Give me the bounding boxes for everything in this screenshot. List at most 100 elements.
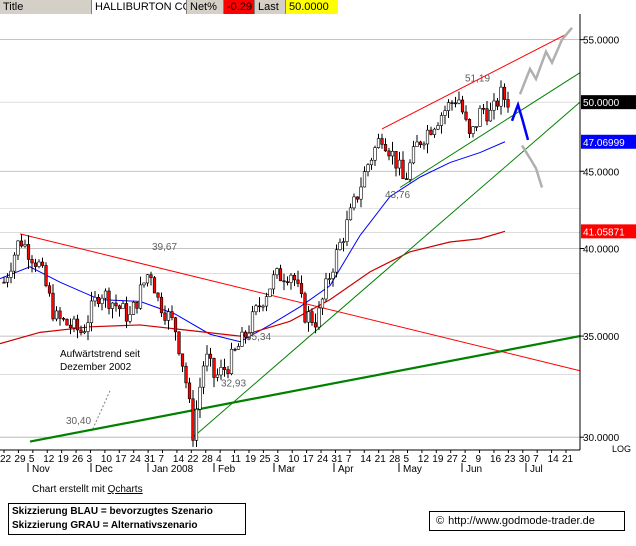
trend-note-pointer [92, 390, 111, 429]
month-label-4: Mar [278, 464, 296, 475]
candle-body-56 [198, 386, 202, 410]
candle-69 [243, 330, 248, 344]
candle-body-17 [61, 317, 66, 320]
candle-body-140 [492, 100, 496, 111]
x-tick-label-36: 30 [519, 454, 531, 465]
month-label-7: Jun [466, 464, 482, 475]
candle-11 [40, 257, 45, 268]
candle-139 [488, 102, 493, 122]
candle-body-26 [93, 296, 97, 302]
candle-body-57 [201, 365, 206, 388]
candle-body-14 [51, 292, 55, 320]
candle-body-136 [478, 108, 482, 127]
candle-14 [51, 284, 55, 322]
candle-body-43 [152, 277, 157, 294]
candle-body-139 [488, 109, 493, 122]
candle-body-71 [250, 311, 255, 333]
candle-114 [401, 151, 405, 179]
candle-128 [450, 100, 454, 111]
candle-51 [180, 353, 185, 373]
candle-body-121 [425, 129, 430, 145]
candle-140 [492, 93, 496, 120]
x-tick-label-14: 28 [202, 454, 214, 465]
candle-86 [303, 291, 307, 324]
candle-66 [233, 347, 237, 352]
candle-body-129 [453, 102, 458, 105]
x-tick-label-15: 4 [216, 454, 222, 465]
candle-body-32 [114, 302, 118, 307]
candle-113 [397, 151, 402, 176]
candle-body-97 [341, 241, 346, 243]
candle-body-116 [408, 162, 412, 180]
candle-body-39 [138, 284, 143, 309]
candle-84 [296, 270, 300, 288]
candle-118 [415, 135, 419, 147]
candle-59 [208, 347, 213, 367]
candle-body-119 [418, 141, 423, 145]
candle-body-50 [177, 331, 181, 355]
candle-body-132 [464, 111, 468, 120]
candle-46 [163, 305, 167, 325]
candle-0 [2, 276, 6, 284]
log-scale-label: LOG [612, 444, 631, 454]
candle-95 [334, 244, 339, 278]
candle-12 [44, 262, 48, 288]
candlesticks [2, 80, 510, 448]
candle-40 [142, 282, 146, 288]
candle-body-0 [2, 281, 6, 284]
candle-body-113 [397, 159, 402, 169]
candle-44 [156, 292, 160, 302]
candle-body-88 [310, 311, 314, 323]
ma-blue-line [0, 141, 506, 343]
candle-17 [61, 316, 66, 322]
candle-78 [275, 267, 279, 279]
candle-28 [100, 294, 104, 311]
candle-body-106 [373, 147, 377, 161]
candle-body-9 [33, 262, 38, 267]
candle-body-66 [233, 348, 237, 351]
candle-body-34 [121, 303, 125, 310]
candle-132 [464, 105, 468, 122]
x-tick-label-31: 27 [447, 454, 459, 465]
x-tick-label-2: 5 [29, 454, 35, 465]
candle-25 [89, 291, 94, 332]
candle-18 [65, 318, 69, 326]
month-label-8: Jul [530, 464, 543, 475]
candle-body-91 [320, 298, 325, 309]
credit-link[interactable]: Qcharts [107, 484, 143, 495]
source-url[interactable]: © http://www.godmode-trader.de [429, 511, 625, 531]
candle-41 [145, 274, 150, 287]
candle-body-89 [313, 322, 318, 328]
x-tick-label-1: 29 [14, 454, 26, 465]
candle-body-33 [117, 305, 122, 310]
candle-body-134 [471, 126, 475, 134]
candle-129 [453, 96, 458, 108]
x-tick-label-28: 5 [403, 454, 409, 465]
candle-83 [292, 272, 297, 287]
candle-55 [194, 400, 199, 448]
candle-73 [257, 297, 262, 313]
candle-body-13 [47, 285, 52, 294]
candle-body-10 [37, 261, 41, 267]
candle-body-29 [103, 290, 108, 299]
candle-body-112 [394, 150, 398, 169]
candle-body-68 [240, 331, 244, 347]
candle-body-77 [271, 274, 276, 290]
downtrend-line [19, 233, 581, 372]
candle-body-75 [264, 296, 269, 307]
candle-141 [495, 98, 500, 111]
candle-body-73 [257, 305, 262, 308]
candle-body-101 [355, 196, 360, 200]
candle-21 [75, 314, 80, 339]
x-tick-label-33: 9 [476, 454, 482, 465]
candle-130 [457, 91, 461, 105]
candle-body-138 [485, 108, 489, 122]
x-tick-label-39: 21 [562, 454, 574, 465]
credit-prefix: Chart erstellt mit [32, 484, 105, 495]
candle-body-86 [303, 293, 307, 323]
candle-body-11 [40, 261, 45, 266]
candle-34 [121, 300, 125, 310]
candle-120 [422, 141, 426, 150]
candle-106 [373, 145, 377, 167]
candle-body-38 [135, 301, 139, 309]
